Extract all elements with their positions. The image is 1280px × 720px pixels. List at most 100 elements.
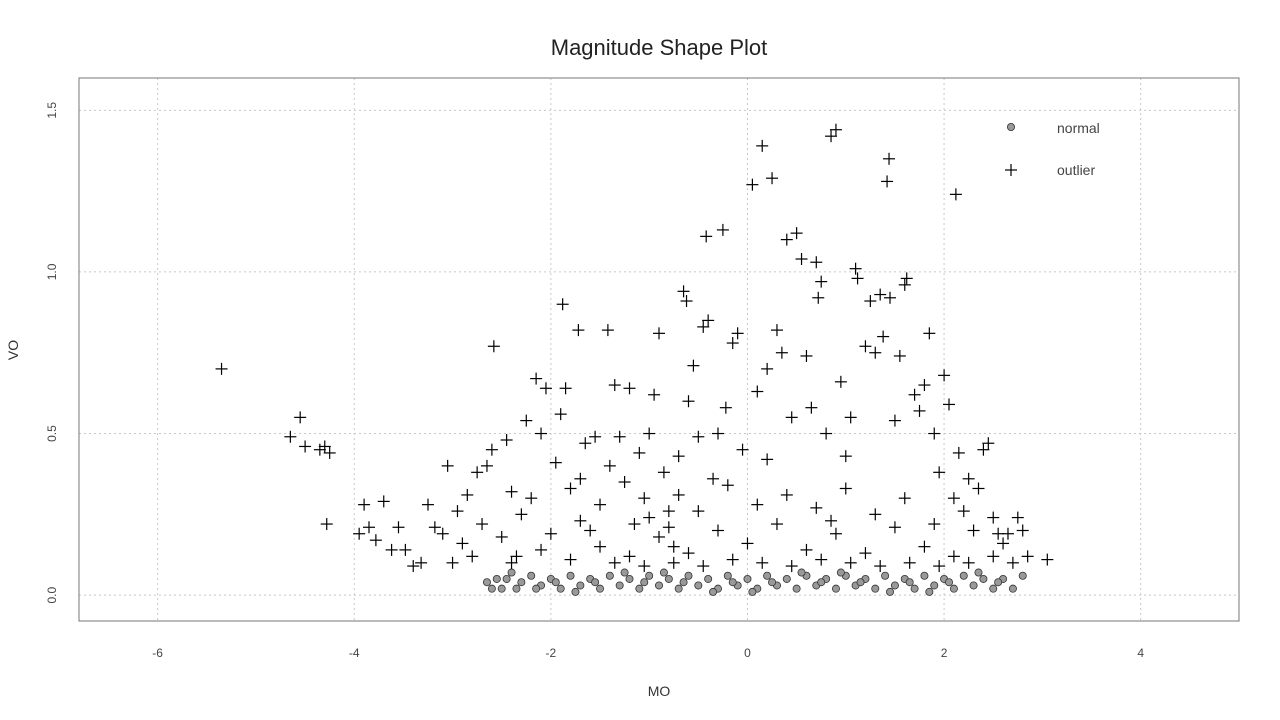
data-point-normal (1018, 571, 1027, 580)
data-point-outlier (829, 527, 842, 540)
x-tick-label: -4 (349, 646, 360, 660)
data-point-outlier (559, 382, 572, 395)
data-point-outlier (825, 130, 838, 143)
data-point-outlier (928, 518, 941, 531)
data-point-outlier (707, 472, 720, 485)
data-point-outlier (284, 430, 297, 443)
data-point-normal (890, 581, 899, 590)
data-point-outlier (834, 375, 847, 388)
data-point-outlier (982, 437, 995, 450)
data-point-outlier (556, 298, 569, 311)
data-point-outlier (505, 485, 518, 498)
data-point-outlier (957, 505, 970, 518)
data-point-outlier (900, 272, 913, 285)
series-outlier (215, 123, 1054, 573)
data-point-normal (782, 574, 791, 583)
y-axis: 0.0 0.5 1.0 1.5 (45, 102, 59, 604)
data-point-outlier (820, 427, 833, 440)
data-point-outlier (466, 550, 479, 563)
data-point-outlier (672, 450, 685, 463)
data-point-outlier (700, 230, 713, 243)
data-point-outlier (908, 388, 921, 401)
data-point-outlier (947, 550, 960, 563)
data-point-outlier (628, 518, 641, 531)
data-point-outlier (436, 527, 449, 540)
data-point-outlier (487, 340, 500, 353)
data-point-outlier (525, 492, 538, 505)
data-point-outlier (766, 172, 779, 185)
data-point-outlier (933, 560, 946, 573)
data-point-outlier (877, 330, 890, 343)
data-point-outlier (638, 492, 651, 505)
data-point-normal (945, 578, 954, 587)
data-point-outlier (1001, 527, 1014, 540)
data-point-outlier (716, 223, 729, 236)
data-point-outlier (441, 459, 454, 472)
data-point-outlier (972, 482, 985, 495)
legend-normal-marker (1007, 123, 1016, 132)
data-point-normal (640, 578, 649, 587)
data-point-normal (768, 578, 777, 587)
data-point-outlier (318, 440, 331, 453)
data-point-outlier (711, 524, 724, 537)
data-point-outlier (680, 295, 693, 308)
data-point-outlier (795, 253, 808, 265)
data-point-outlier (579, 437, 592, 450)
x-axis: -6 -4 -2 0 2 4 (152, 646, 1144, 660)
data-point-outlier (535, 427, 548, 440)
series-normal (482, 568, 1027, 596)
data-point-outlier (849, 262, 862, 275)
data-point-normal (831, 584, 840, 593)
data-point-outlier (825, 514, 838, 527)
data-point-outlier (800, 543, 813, 556)
data-point-outlier (918, 540, 931, 553)
data-point-normal (566, 571, 575, 580)
data-point-outlier (320, 518, 333, 531)
data-point-outlier (949, 188, 962, 201)
y-tick-label: 1.0 (45, 263, 59, 280)
data-point-outlier (790, 227, 803, 240)
data-point-normal (748, 587, 757, 596)
data-point-outlier (594, 540, 607, 553)
data-point-normal (527, 571, 536, 580)
data-point-normal (886, 587, 895, 596)
data-point-normal (674, 584, 683, 593)
data-point-normal (517, 578, 526, 587)
data-point-outlier (967, 524, 980, 537)
data-point-outlier (215, 362, 228, 375)
data-point-outlier (839, 450, 852, 463)
data-point-outlier (299, 440, 312, 453)
data-point-normal (1008, 584, 1017, 593)
data-point-outlier (810, 501, 823, 514)
data-point-normal (655, 581, 664, 590)
data-point-outlier (505, 556, 518, 569)
data-point-outlier (358, 498, 371, 511)
data-point-outlier (667, 556, 680, 569)
data-point-outlier (461, 488, 474, 501)
data-point-normal (969, 581, 978, 590)
data-point-outlier (898, 278, 911, 291)
data-point-normal (620, 568, 629, 577)
data-point-outlier (883, 152, 896, 165)
legend: normal outlier (1005, 120, 1100, 178)
data-point-normal (728, 578, 737, 587)
y-tick-label: 1.5 (45, 102, 59, 119)
data-point-outlier (780, 233, 793, 246)
data-point-normal (591, 578, 600, 587)
data-point-outlier (903, 556, 916, 569)
data-point-outlier (657, 466, 670, 479)
data-point-outlier (603, 459, 616, 472)
data-point-outlier (535, 543, 548, 556)
data-point-outlier (415, 556, 428, 569)
data-point-normal (994, 578, 1003, 587)
data-point-normal (925, 587, 934, 596)
data-point-normal (989, 584, 998, 593)
data-point-outlier (869, 508, 882, 521)
data-point-outlier (711, 427, 724, 440)
data-point-outlier (864, 295, 877, 308)
data-point-outlier (962, 556, 975, 569)
data-point-outlier (584, 524, 597, 537)
data-point-normal (817, 578, 826, 587)
data-point-outlier (1041, 553, 1054, 566)
data-point-outlier (633, 446, 646, 459)
